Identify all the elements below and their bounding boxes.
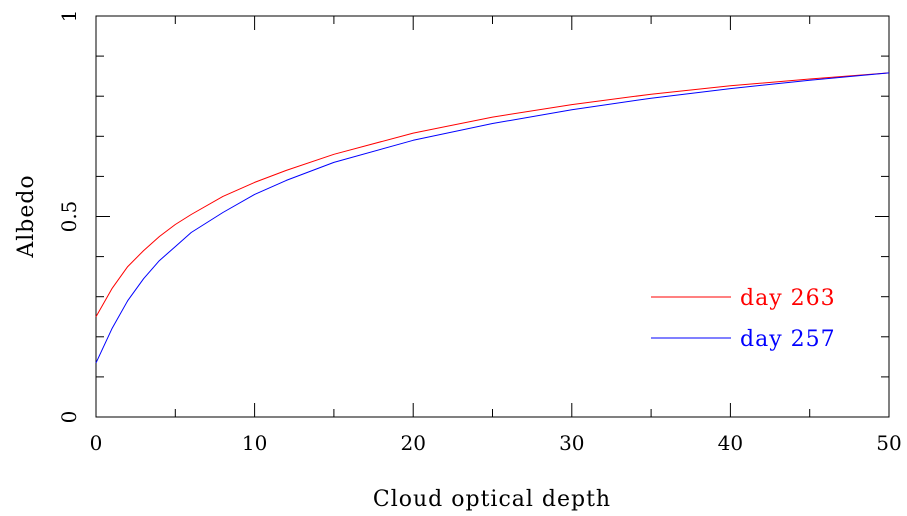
series-lines	[95, 72, 890, 364]
x-axis-title: Cloud optical depth	[373, 487, 611, 512]
plot-frame	[95, 15, 890, 418]
x-tick-labels: 0 10 20 30 40 50	[90, 431, 902, 455]
y-tick-label: 1	[57, 10, 81, 23]
x-tick-label: 50	[876, 431, 901, 455]
y-tick-label: 0.5	[57, 201, 81, 233]
x-tick-label: 0	[90, 431, 103, 455]
y-tick-label: 0	[57, 411, 81, 424]
series-line-day-263	[95, 72, 890, 318]
x-tick-label: 40	[718, 431, 743, 455]
x-tick-label: 30	[559, 431, 584, 455]
series-line-day-257	[95, 72, 890, 364]
x-tick-label: 10	[242, 431, 267, 455]
x-tick-label: 20	[400, 431, 425, 455]
legend: day 263 day 257	[651, 286, 836, 352]
axis-ticks	[95, 15, 890, 418]
legend-label-day-263: day 263	[740, 286, 836, 311]
y-tick-labels: 00.51	[57, 10, 81, 424]
y-axis-title: Albedo	[14, 174, 39, 258]
legend-label-day-257: day 257	[740, 327, 836, 352]
